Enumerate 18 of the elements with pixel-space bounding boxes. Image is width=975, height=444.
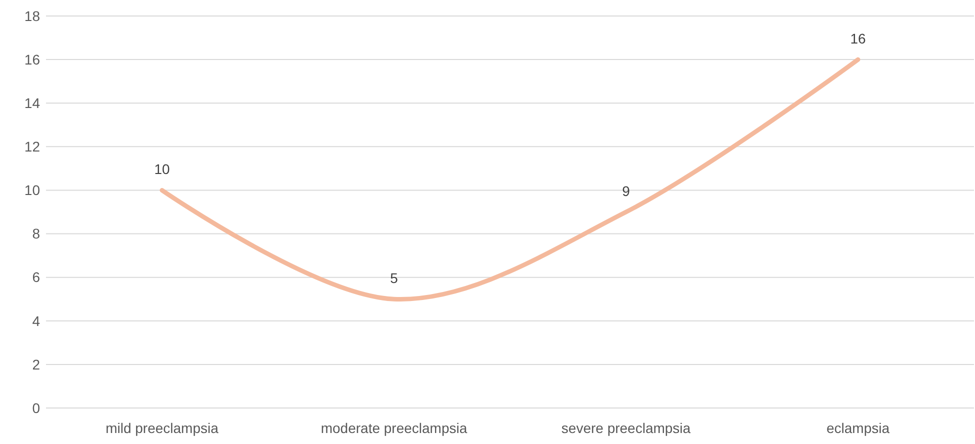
data-label: 16 (850, 30, 866, 47)
x-tick-label: moderate preeclampsia (320, 420, 468, 436)
y-tick-label: 6 (32, 269, 40, 286)
y-tick-label: 14 (24, 95, 40, 112)
x-tick-label: severe preeclampsia (561, 420, 691, 436)
y-tick-label: 16 (24, 51, 40, 68)
x-tick-label: mild preeclampsia (106, 420, 219, 436)
data-label: 5 (390, 270, 398, 286)
data-label: 10 (154, 161, 170, 178)
y-tick-label: 12 (24, 138, 40, 155)
y-tick-label: 2 (32, 356, 40, 372)
y-tick-label: 10 (24, 182, 40, 198)
y-tick-label: 4 (32, 312, 40, 329)
data-label: 9 (622, 183, 630, 199)
y-tick-label: 8 (32, 226, 40, 242)
y-tick-label: 0 (32, 400, 40, 416)
x-tick-label: eclampsia (826, 420, 890, 436)
y-tick-label: 18 (24, 8, 40, 24)
